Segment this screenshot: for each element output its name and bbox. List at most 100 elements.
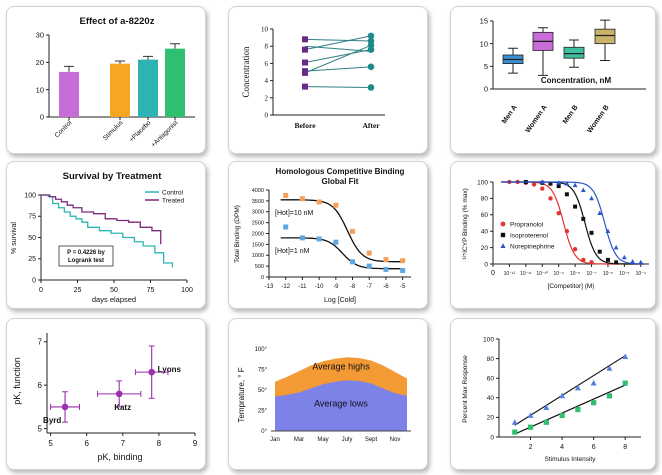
data-point <box>556 184 561 189</box>
data-point <box>383 266 389 272</box>
data-point <box>590 379 597 386</box>
y-tick-label: 6 <box>265 60 269 68</box>
data-point <box>589 195 594 201</box>
data-point <box>527 424 534 430</box>
chart-title: Global Fit <box>322 177 359 186</box>
y-tick-label: 60 <box>487 375 495 382</box>
data-point <box>638 259 644 265</box>
x-tick-label: Nov <box>390 437 401 443</box>
before-after-chart: 0 2 4 6 8 10 Before After Concentration <box>241 25 385 130</box>
x-tick-label: 9 <box>193 439 198 448</box>
data-point <box>511 419 518 425</box>
before-point <box>302 36 308 43</box>
series-label: [Hot]=1 nM <box>275 248 310 255</box>
after-point <box>367 84 375 91</box>
pk-scatter-chart: 5 6 7 5 6 7 8 9 Byrd Katz Lyons pK, function pK, bin… <box>12 333 198 462</box>
data-point <box>589 260 594 265</box>
x-tick-label: 10⁻⁹ <box>554 271 564 277</box>
y-axis-label: Percent Max Response <box>462 355 469 423</box>
data-point <box>299 196 305 202</box>
after-point <box>367 63 375 71</box>
x-tick-label: 2 <box>529 444 533 451</box>
y-tick-label: 10 <box>36 85 44 94</box>
series-label: Average lows <box>314 398 368 408</box>
legend-label: Treated <box>162 198 185 205</box>
x-tick-label: Mar <box>294 437 304 443</box>
data-point <box>333 202 339 208</box>
x-tick-label: May <box>317 437 328 443</box>
x-tick-label: -6 <box>383 284 389 290</box>
data-point <box>148 368 155 376</box>
x-tick-label: 8 <box>623 444 627 451</box>
y-tick-label: 50° <box>258 388 268 394</box>
data-point <box>621 254 627 260</box>
y-axis-label: % survival <box>11 222 18 254</box>
data-point <box>572 247 578 252</box>
y-tick-label: 20 <box>36 58 44 67</box>
data-point <box>543 404 550 410</box>
y-tick-label: 100 <box>24 192 36 199</box>
series-label: Average highs <box>312 362 370 372</box>
chart-title: Survival by Treatment <box>63 171 163 182</box>
chart-binding-tile: Homologous Competitive Binding Global Fit… <box>228 161 428 309</box>
data-point <box>613 245 619 250</box>
after-point <box>367 46 375 53</box>
data-point <box>115 390 123 398</box>
data-point <box>589 230 594 235</box>
data-point <box>614 260 619 265</box>
data-point <box>61 403 69 411</box>
data-point <box>531 182 537 187</box>
box <box>594 28 616 45</box>
y-tick-label: 10 <box>261 25 269 33</box>
x-tick-label: -12 <box>281 284 290 290</box>
x-axis-label: Stimulus Intensity <box>545 456 597 463</box>
data-point <box>548 181 553 186</box>
x-axis-label: [Competitor] (M) <box>548 283 595 290</box>
fit-line <box>514 355 626 426</box>
chart-title: Homologous Competitive Binding <box>276 167 405 176</box>
x-tick-label: +Antagonist <box>150 119 179 148</box>
data-point <box>564 229 570 234</box>
data-point <box>630 258 635 264</box>
chart-box-tile: 0 5 10 15 Men A Women A Men B Women B Concentrat… <box>450 6 656 154</box>
x-tick-label: 0 <box>491 270 495 277</box>
x-tick-label: -13 <box>265 284 274 290</box>
x-tick-label: 8 <box>157 439 162 448</box>
x-tick-label: Stimulus <box>102 119 125 142</box>
x-axis-label: days elapsed <box>92 295 136 304</box>
fit-line <box>514 384 626 435</box>
y-tick-label: 40 <box>481 228 489 235</box>
legend-marker <box>500 232 506 238</box>
x-tick-label: 50 <box>110 287 118 294</box>
y-tick-label: 0 <box>265 111 269 119</box>
data-point <box>512 429 518 435</box>
x-tick-label: After <box>362 121 380 130</box>
data-point <box>299 235 305 241</box>
legend-label: Isoproterenol <box>510 233 548 240</box>
y-tick-label: 10 <box>480 39 488 48</box>
x-tick-label: Men B <box>562 104 580 125</box>
data-point <box>581 216 586 221</box>
point-label: Lyons <box>158 365 182 374</box>
x-tick-label: Women B <box>586 104 610 134</box>
annotation-box <box>58 245 114 267</box>
survival-chart: Survival by Treatment 0 25 50 75 100 0 25 50 75 10… <box>11 171 193 304</box>
y-tick-label: 1000 <box>252 253 264 259</box>
y-tick-label: 100° <box>255 347 268 353</box>
x-tick-label: -5 <box>400 284 406 290</box>
y-tick-label: 0 <box>40 113 44 122</box>
x-tick-label: Control <box>54 119 74 139</box>
legend-label: Control <box>162 190 184 197</box>
data-point <box>622 353 629 360</box>
chart-title: Effect of a-8220z <box>80 16 155 27</box>
data-point <box>539 179 545 184</box>
point-label: Katz <box>114 403 131 412</box>
chart-before-after-tile: 0 2 4 6 8 10 Before After Concentration <box>228 6 428 154</box>
pair-line <box>304 66 372 72</box>
pair-line <box>304 86 372 88</box>
data-point <box>556 180 562 185</box>
data-point <box>564 181 570 186</box>
data-point <box>350 228 356 234</box>
data-point <box>559 412 565 419</box>
